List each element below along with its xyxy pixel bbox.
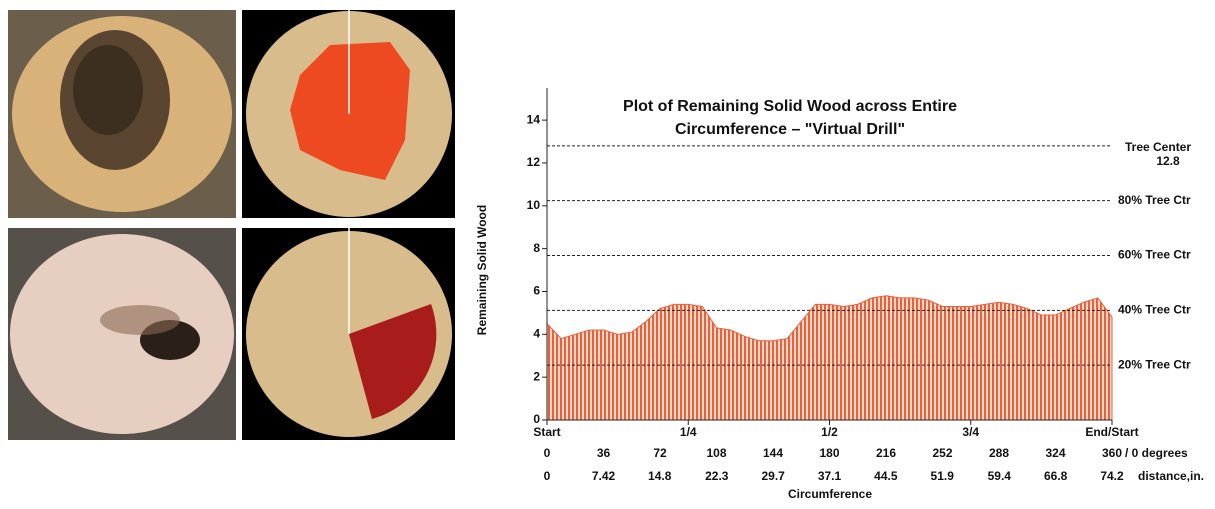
y-axis-title: Remaining Solid Wood — [475, 205, 489, 335]
y-tick-label: 4 — [533, 326, 540, 340]
x-degree-label: 180 — [819, 446, 839, 460]
x-tick-label: End/Start — [1085, 425, 1138, 439]
x-degree-label: 108 — [706, 446, 726, 460]
reference-label: 20% Tree Ctr — [1118, 357, 1191, 371]
y-tick-label: 8 — [533, 241, 540, 255]
x2-tick-label: 44.5 — [874, 469, 898, 483]
x2-tick-label: 0 — [544, 469, 551, 483]
x-degree-label: 360 — [1102, 446, 1122, 460]
chart: Plot of Remaining Solid Wood across Enti… — [475, 98, 1204, 501]
x2-tick-label: 29.7 — [761, 469, 785, 483]
reference-label: 40% Tree Ctr — [1118, 303, 1191, 317]
x-degree-label: 216 — [876, 446, 896, 460]
stump-photo-bottom — [8, 228, 236, 440]
x-degree-label: 72 — [653, 446, 667, 460]
x2-tick-label: 59.4 — [988, 469, 1012, 483]
area — [546, 295, 1113, 421]
x2-tick-label: 14.8 — [648, 469, 672, 483]
x-tick-label: 1/4 — [680, 425, 697, 439]
x-tick-label: 1/2 — [821, 425, 838, 439]
x2-unit-label: distance,in. — [1138, 469, 1204, 483]
x-tick-label: 3/4 — [962, 425, 979, 439]
chart-title: Plot of Remaining Solid Wood across Enti… — [623, 98, 957, 115]
x2-tick-label: 66.8 — [1044, 469, 1068, 483]
x-tick-label: Start — [533, 425, 560, 439]
stump-photo-top — [8, 10, 236, 218]
y-tick-label: 12 — [527, 155, 541, 169]
y-tick-label: 10 — [527, 198, 541, 212]
x-degree-label: 252 — [932, 446, 952, 460]
y-tick-label: 14 — [527, 112, 541, 126]
reference-label: Tree Center — [1125, 140, 1191, 154]
x-axis-title: Circumference — [788, 487, 872, 501]
reference-value: 12.8 — [1156, 154, 1180, 168]
x2-tick-label: 51.9 — [931, 469, 955, 483]
x2-tick-label: 22.3 — [705, 469, 729, 483]
x-unit-label: / 0 degrees — [1125, 446, 1188, 460]
tomogram-bottom — [242, 228, 455, 440]
y-tick-label: 2 — [533, 369, 540, 383]
x-degree-label: 324 — [1045, 446, 1065, 460]
tomogram-top — [242, 10, 455, 218]
x-degree-label: 144 — [763, 446, 783, 460]
y-tick-label: 0 — [533, 412, 540, 426]
y-tick-label: 6 — [533, 284, 540, 298]
reference-label: 80% Tree Ctr — [1118, 193, 1191, 207]
x2-tick-label: 74.2 — [1100, 469, 1124, 483]
x-degree-label: 0 — [544, 446, 551, 460]
x-degree-label: 36 — [597, 446, 611, 460]
x2-tick-label: 37.1 — [818, 469, 842, 483]
x-degree-label: 288 — [989, 446, 1009, 460]
x2-tick-label: 7.42 — [592, 469, 616, 483]
chart-title: Circumference – "Virtual Drill" — [675, 121, 905, 138]
reference-label: 60% Tree Ctr — [1118, 248, 1191, 262]
